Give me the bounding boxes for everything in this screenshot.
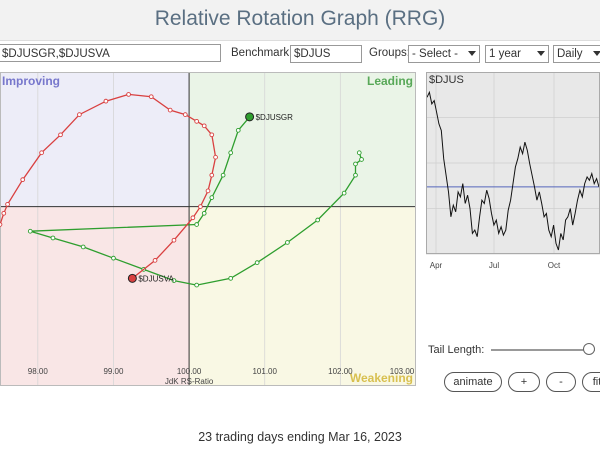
tail-length-slider-handle[interactable] [583, 343, 595, 355]
benchmark-label: Benchmark: [231, 47, 293, 59]
x-tick-label: 100.00 [177, 367, 202, 376]
rrg-chart[interactable]: Improving Leading Weakening 98.00 99.00 100.0… [0, 72, 416, 386]
tail-point [171, 278, 177, 283]
chevron-down-icon [593, 51, 600, 56]
frequency-select[interactable]: Daily [553, 45, 600, 63]
quadrant-label-improving: Improving [2, 74, 60, 88]
x-tick-label: 103.00 [390, 367, 415, 376]
quadrant-label-leading: Leading [367, 74, 413, 88]
quadrant-improving [0, 72, 190, 207]
tail-point [209, 172, 215, 178]
head-marker [127, 273, 137, 283]
tail-point [201, 210, 207, 216]
tail-point [213, 154, 218, 160]
head-marker [245, 112, 255, 122]
tail-point [5, 201, 10, 207]
tail-point [205, 188, 211, 194]
tail-point [201, 123, 207, 129]
tail-point [58, 132, 63, 138]
mini-x-tick-label: Oct [548, 261, 561, 270]
tail-point [39, 150, 44, 156]
groups-select[interactable]: - Select - [408, 45, 480, 63]
zoom-in-button[interactable]: + [508, 372, 540, 392]
mini-x-tick-label: Apr [430, 261, 443, 270]
tail-point [194, 282, 200, 288]
mini-title: $DJUS [429, 74, 464, 86]
tail-point [285, 240, 290, 245]
tail-point [341, 190, 347, 196]
tail-point [152, 258, 158, 263]
mini-x-tick-label: Jul [489, 261, 499, 270]
period-select[interactable]: 1 year [485, 45, 549, 63]
tail-point [190, 215, 196, 221]
chevron-down-icon [468, 51, 476, 56]
controls-bar: $DJUSGR,$DJUSVA Benchmark: $DJUS Groups:… [0, 44, 600, 66]
tail-point [235, 127, 241, 133]
tail-point [182, 112, 188, 117]
quadrant-weakening [189, 206, 416, 386]
tail-length-track[interactable] [491, 349, 595, 351]
quadrant-lagging [0, 206, 190, 386]
tail-point [220, 172, 226, 178]
tail-point [194, 118, 200, 124]
fit-button[interactable]: fit [582, 372, 600, 392]
tail-point [111, 255, 116, 261]
tail-point [103, 98, 109, 104]
tail-point [77, 112, 82, 117]
x-axis-label: JdK RS-Ratio [165, 377, 214, 386]
quadrant-label-weakening: Weakening [350, 371, 413, 385]
benchmark-mini-chart: $DJUS Apr Jul Oct [426, 72, 600, 270]
tail-point [171, 237, 177, 243]
mini-price-line [426, 90, 600, 251]
page-title: Relative Rotation Graph (RRG) [0, 0, 600, 41]
footer-caption: 23 trading days ending Mar 16, 2023 [198, 430, 402, 444]
tail-length-label: Tail Length: [428, 344, 485, 356]
tail-point [27, 228, 33, 234]
tail-point [353, 161, 358, 167]
period-select-value: 1 year [489, 48, 521, 60]
zoom-out-button[interactable]: - [546, 372, 576, 392]
tail-point [148, 94, 154, 100]
chart-border [0, 72, 416, 386]
tail-point [1, 210, 7, 216]
frequency-select-value: Daily [557, 48, 583, 60]
x-tick-label: 101.00 [252, 367, 277, 376]
tail-point [0, 222, 3, 227]
quadrant-leading [189, 72, 416, 207]
x-tick-label: 102.00 [328, 367, 353, 376]
tail-point [50, 235, 56, 241]
tail-point [315, 217, 321, 223]
animate-button[interactable]: animate [444, 372, 502, 392]
tail-point [228, 275, 234, 281]
tail-point [209, 195, 215, 200]
tail-point [228, 150, 234, 156]
benchmark-input[interactable]: $DJUS [290, 45, 362, 63]
tail-point [254, 260, 260, 265]
tail-point [167, 107, 173, 113]
tail-point [194, 222, 200, 227]
tail-point [353, 172, 358, 178]
groups-select-value: - Select - [412, 48, 459, 60]
tail-point [126, 92, 131, 97]
series-label: $DJUSVA [138, 274, 174, 283]
tail-point [198, 204, 203, 209]
tail-point [359, 157, 364, 162]
tail-point [20, 177, 26, 183]
symbols-input[interactable]: $DJUSGR,$DJUSVA [0, 44, 221, 62]
x-tick-label: 99.00 [103, 367, 124, 376]
chevron-down-icon [537, 51, 545, 56]
tail-point [209, 132, 215, 138]
tail-point [356, 150, 362, 156]
x-tick-label: 98.00 [28, 367, 49, 376]
groups-label: Groups: [369, 47, 410, 59]
tail-point [80, 244, 86, 250]
series-label: $DJUSGR [256, 113, 294, 122]
